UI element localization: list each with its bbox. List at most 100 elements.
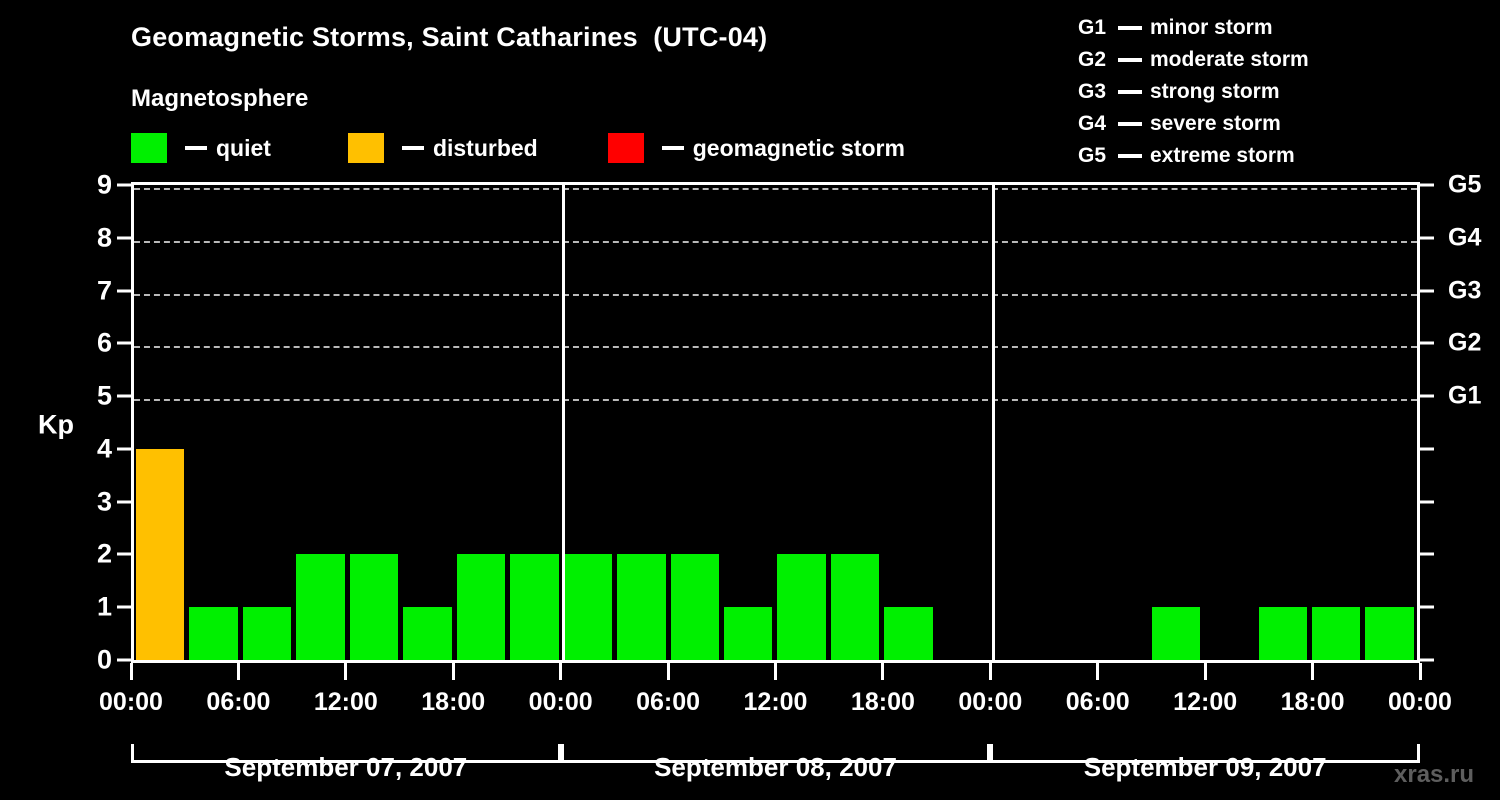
x-axis-tick-11	[1311, 663, 1314, 680]
bar[interactable]	[403, 607, 451, 660]
bar[interactable]	[777, 554, 825, 660]
gscale-desc: moderate storm	[1150, 48, 1309, 72]
x-axis-label-6: 12:00	[744, 688, 808, 717]
y-axis-label-0: 0	[78, 645, 112, 676]
red-swatch-icon	[608, 133, 644, 163]
bar-slot[interactable]	[455, 185, 508, 660]
legend-label-disturbed: disturbed	[433, 135, 538, 162]
y-axis-tick-1	[117, 606, 131, 609]
bar-slot[interactable]	[562, 185, 615, 660]
bar[interactable]	[350, 554, 398, 660]
watermark: xras.ru	[1394, 761, 1474, 789]
bar-slot[interactable]	[989, 185, 1042, 660]
bar[interactable]	[457, 554, 505, 660]
x-axis-label-8: 00:00	[958, 688, 1022, 717]
bar-slot[interactable]	[1203, 185, 1256, 660]
bar-slot[interactable]	[669, 185, 722, 660]
bar-slot[interactable]	[1150, 185, 1203, 660]
chart-root: Geomagnetic Storms, Saint Catharines (UT…	[0, 0, 1500, 800]
bar-slot[interactable]	[401, 185, 454, 660]
gscale-dash-icon	[1118, 26, 1142, 30]
gscale-row-g5: G5extreme storm	[1078, 140, 1309, 172]
bar[interactable]	[884, 607, 932, 660]
gridline-kp-5	[134, 399, 1417, 401]
x-axis-label-0: 00:00	[99, 688, 163, 717]
y-axis-label-9: 9	[78, 170, 112, 201]
page-title: Geomagnetic Storms, Saint Catharines (UT…	[131, 22, 767, 53]
y-axis-label-6: 6	[78, 328, 112, 359]
legend-dash-icon	[402, 146, 424, 150]
bar-slot[interactable]	[1257, 185, 1310, 660]
gscale-code: G3	[1078, 80, 1116, 104]
y-axis-tick-3	[117, 500, 131, 503]
right-axis-tick-g2	[1420, 342, 1434, 345]
bar[interactable]	[1152, 607, 1200, 660]
y-axis-label-3: 3	[78, 486, 112, 517]
bar-slot[interactable]	[615, 185, 668, 660]
gscale-code: G5	[1078, 144, 1116, 168]
bar[interactable]	[243, 607, 291, 660]
bar[interactable]	[671, 554, 719, 660]
day-separator-1	[562, 185, 565, 660]
bar[interactable]	[1259, 607, 1307, 660]
gscale-dash-icon	[1118, 122, 1142, 126]
x-axis-label-10: 12:00	[1173, 688, 1237, 717]
x-axis-label-3: 18:00	[421, 688, 485, 717]
gscale-code: G1	[1078, 16, 1116, 40]
orange-swatch-icon	[348, 133, 384, 163]
bar[interactable]	[296, 554, 344, 660]
bar-slot[interactable]	[1043, 185, 1096, 660]
green-swatch-icon	[131, 133, 167, 163]
right-axis-label-g3: G3	[1448, 276, 1481, 305]
legend-label-storm: geomagnetic storm	[693, 135, 905, 162]
y-axis-tick-8	[117, 236, 131, 239]
x-axis-tick-5	[667, 663, 670, 680]
y-axis-tick-4	[117, 447, 131, 450]
right-axis-label-g4: G4	[1448, 223, 1481, 252]
x-axis-tick-8	[989, 663, 992, 680]
x-axis-tick-4	[559, 663, 562, 680]
bar-slot[interactable]	[1363, 185, 1416, 660]
gscale-row-g1: G1minor storm	[1078, 12, 1309, 44]
gscale-dash-icon	[1118, 90, 1142, 94]
legend-dash-icon	[662, 146, 684, 150]
bar[interactable]	[1365, 607, 1413, 660]
bar-slot[interactable]	[187, 185, 240, 660]
bar-slot[interactable]	[775, 185, 828, 660]
bar[interactable]	[724, 607, 772, 660]
bar[interactable]	[510, 554, 558, 660]
right-axis-tick-kp-0	[1420, 659, 1434, 662]
bar[interactable]	[831, 554, 879, 660]
gscale-desc: strong storm	[1150, 80, 1280, 104]
right-axis-tick-kp-3	[1420, 500, 1434, 503]
x-axis-label-7: 18:00	[851, 688, 915, 717]
x-axis-label-4: 00:00	[529, 688, 593, 717]
legend-item-quiet: quiet	[131, 133, 271, 163]
bar[interactable]	[564, 554, 612, 660]
x-axis-label-9: 06:00	[1066, 688, 1130, 717]
bar-slot[interactable]	[722, 185, 775, 660]
bar-slot[interactable]	[241, 185, 294, 660]
bar[interactable]	[1312, 607, 1360, 660]
x-axis-tick-6	[774, 663, 777, 680]
bar-slot[interactable]	[348, 185, 401, 660]
gscale-code: G4	[1078, 112, 1116, 136]
bar-slot[interactable]	[1096, 185, 1149, 660]
bar[interactable]	[617, 554, 665, 660]
bar-slot[interactable]	[936, 185, 989, 660]
bar-slot[interactable]	[134, 185, 187, 660]
right-axis-tick-g5	[1420, 184, 1434, 187]
y-axis-label-8: 8	[78, 222, 112, 253]
bar-slot[interactable]	[882, 185, 935, 660]
plot-area	[131, 182, 1420, 663]
y-axis-label-5: 5	[78, 381, 112, 412]
bar-slot[interactable]	[508, 185, 561, 660]
bar-slot[interactable]	[1310, 185, 1363, 660]
day-separator-2	[992, 185, 995, 660]
bar[interactable]	[136, 449, 184, 660]
bar-slot[interactable]	[294, 185, 347, 660]
x-axis-label-5: 06:00	[636, 688, 700, 717]
bar[interactable]	[189, 607, 237, 660]
bar-slot[interactable]	[829, 185, 882, 660]
x-axis-tick-1	[237, 663, 240, 680]
